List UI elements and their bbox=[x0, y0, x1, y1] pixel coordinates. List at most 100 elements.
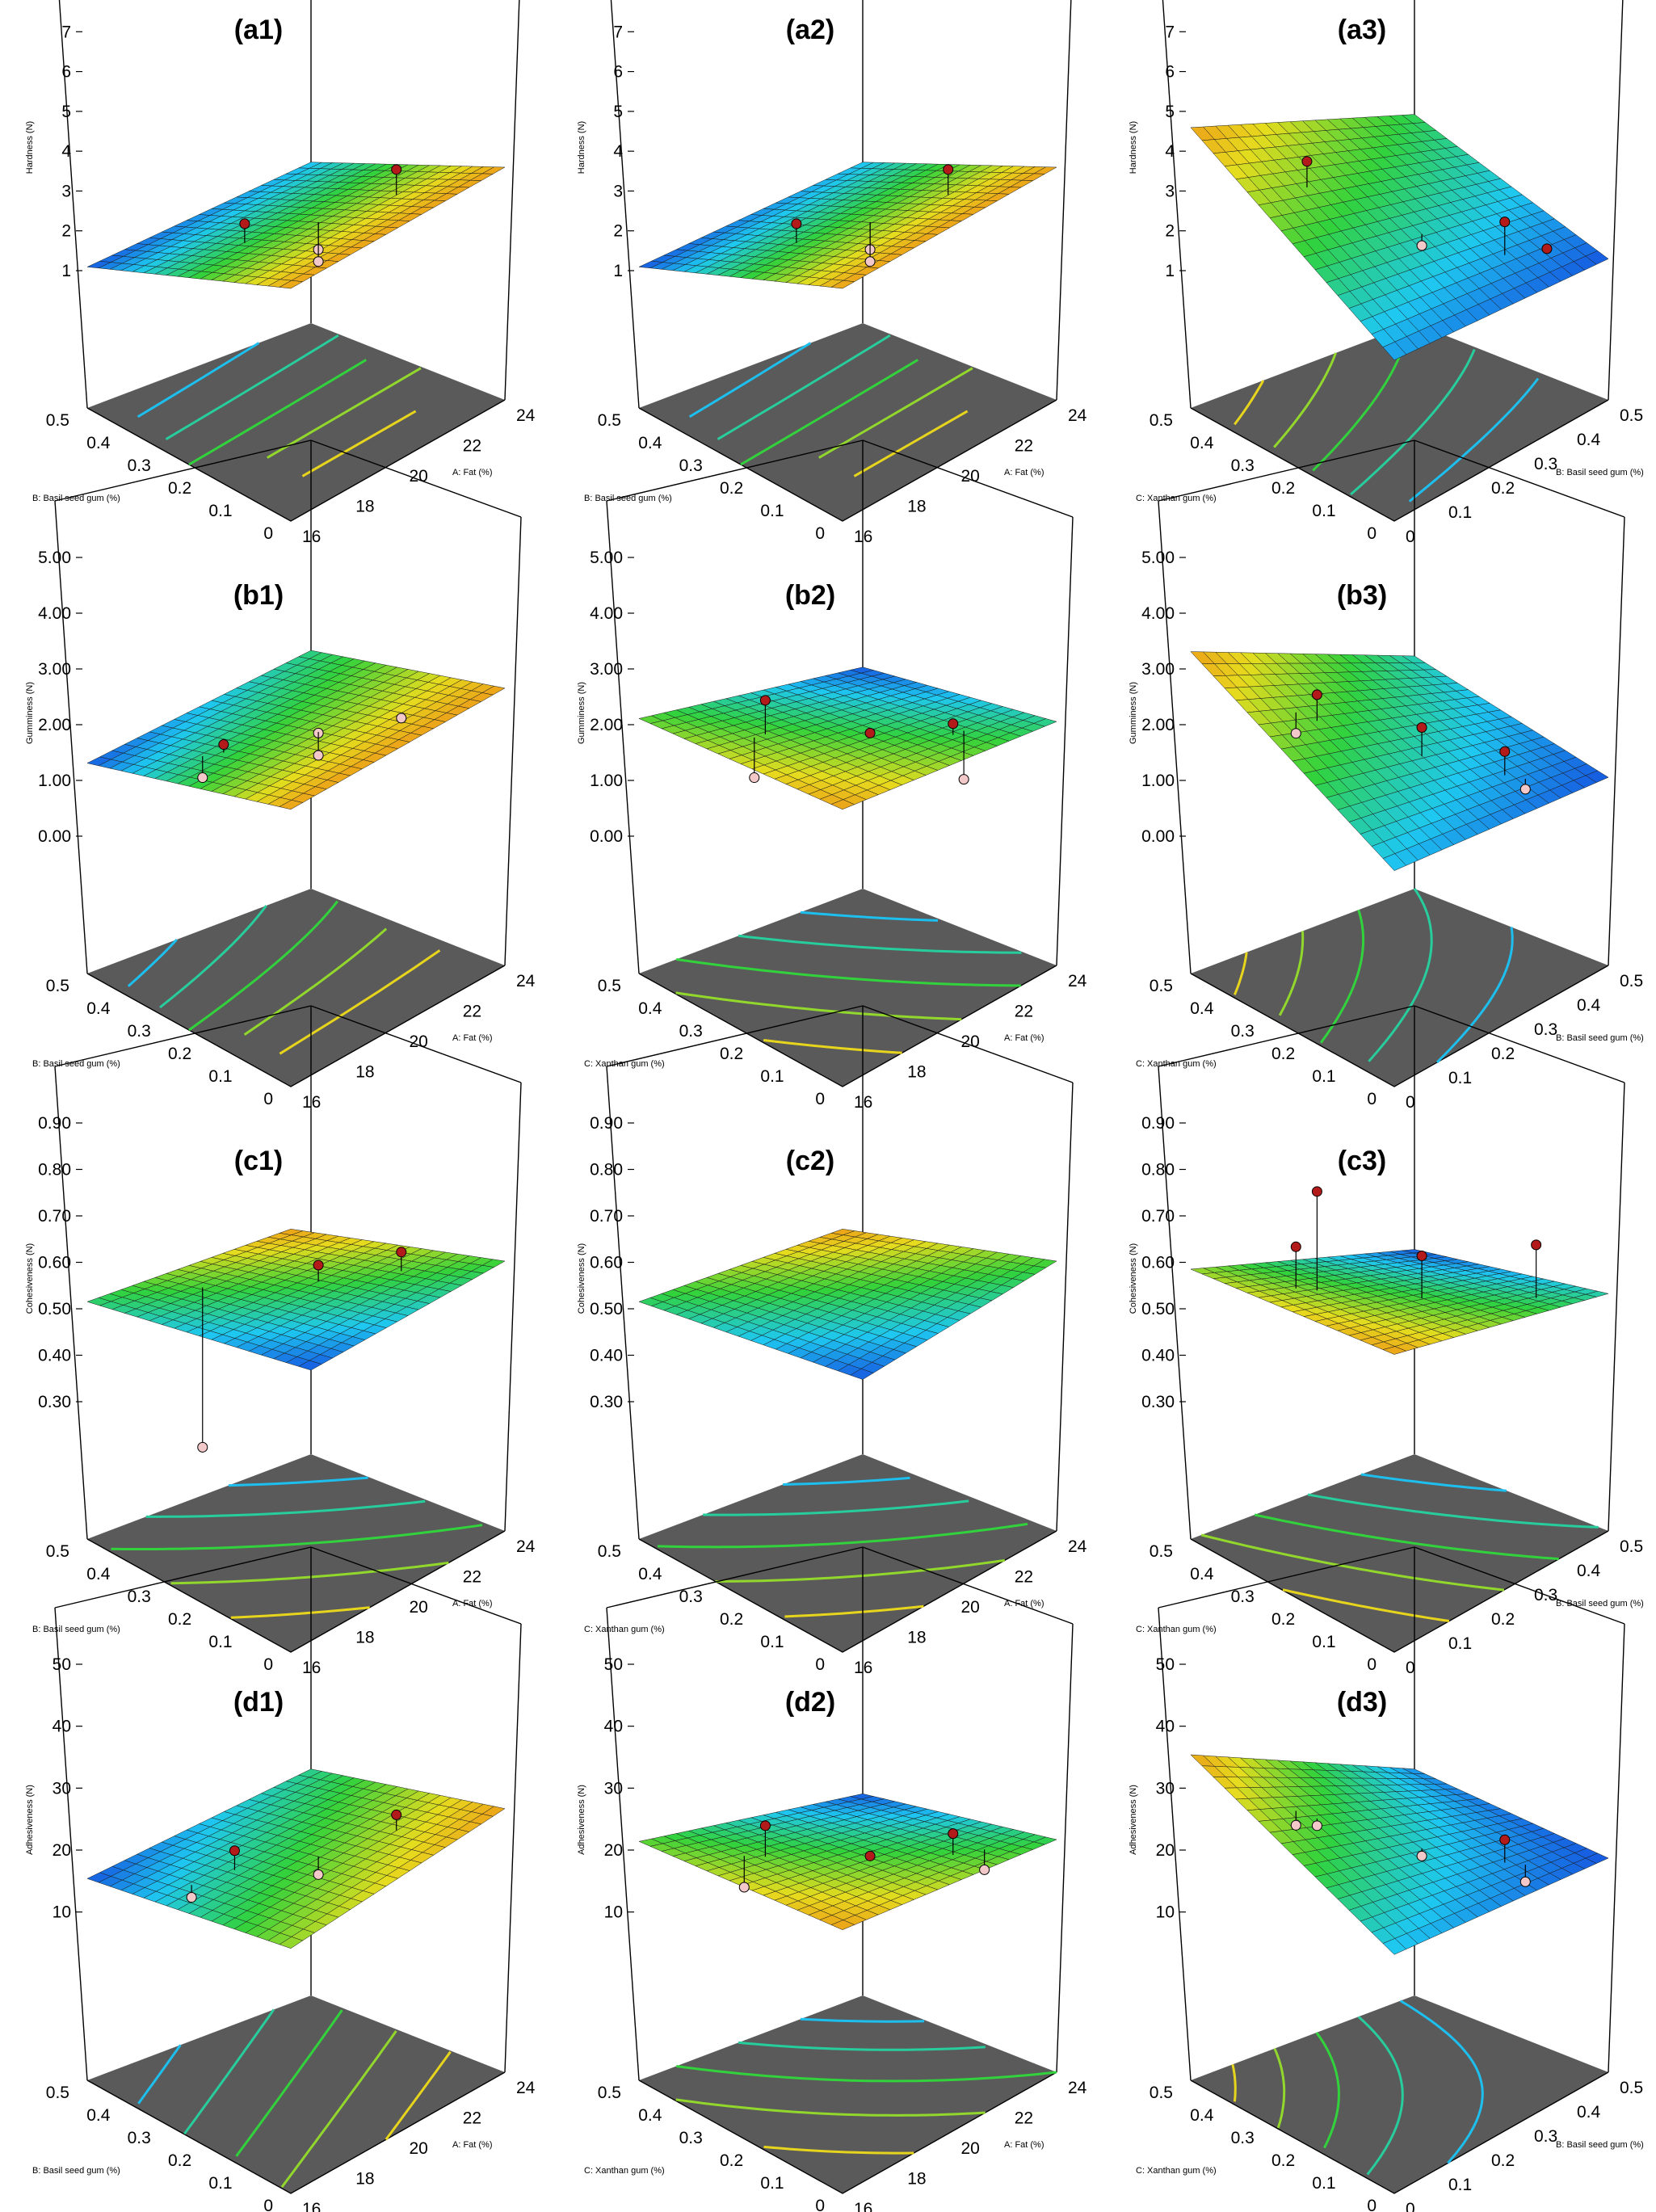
design-point bbox=[197, 772, 208, 784]
x-tick-label: 0.1 bbox=[1448, 1634, 1472, 1653]
y-axis-label: C: Xanthan gum (%) bbox=[584, 2166, 665, 2176]
z-tick-label: 8 bbox=[1165, 0, 1175, 2]
contour-floor bbox=[639, 889, 1057, 1087]
contour-line bbox=[1234, 952, 1248, 995]
axis-frame-top-left bbox=[54, 1005, 312, 1067]
y-tick-label: 0.2 bbox=[168, 1610, 191, 1629]
z-tick-label: 50 bbox=[1156, 1655, 1175, 1674]
axis-frame-right bbox=[1608, 1082, 1625, 1532]
y-tick-label: 0.3 bbox=[1231, 1588, 1255, 1606]
x-tick-label: 18 bbox=[355, 2170, 374, 2189]
x-tick-label: 18 bbox=[907, 498, 926, 516]
x-tick-label: 0.2 bbox=[1491, 2151, 1515, 2170]
contour-floor bbox=[1191, 1454, 1608, 1652]
z-tick-label: 2.00 bbox=[38, 716, 71, 734]
panel-title: (c1) bbox=[234, 1146, 283, 1176]
design-point bbox=[738, 1882, 750, 1893]
design-point bbox=[864, 1850, 876, 1861]
contour-line bbox=[763, 2145, 914, 2155]
z-tick-label: 0.30 bbox=[1141, 1393, 1175, 1411]
floor-edge bbox=[1190, 2071, 1609, 2194]
axis-frame-right bbox=[1056, 1082, 1074, 1532]
contour-floor bbox=[639, 323, 1057, 521]
x-axis-label: B: Basil seed gum (%) bbox=[1556, 2140, 1644, 2150]
contour-line bbox=[1231, 2063, 1237, 2102]
chart-b1: 0.00 1.00 2.00 3.00 4.00 5.00 Gumminess (N) 0.5… bbox=[25, 439, 536, 1112]
y-tick-label: 0.2 bbox=[720, 479, 743, 498]
floor-edge bbox=[1190, 1530, 1609, 1653]
x-tick-label: 18 bbox=[907, 1629, 926, 1647]
x-tick-label: 0.4 bbox=[1577, 431, 1601, 449]
y-tick-label: 0.2 bbox=[168, 1045, 191, 1063]
z-tick-label: 8 bbox=[613, 0, 623, 2]
axis-frame-left bbox=[1162, 0, 1192, 409]
surface-cell bbox=[279, 800, 304, 810]
x-tick-label: 0.3 bbox=[1534, 2127, 1557, 2146]
panel-title: (d1) bbox=[233, 1687, 284, 1718]
design-point bbox=[864, 256, 876, 267]
design-point bbox=[1499, 746, 1511, 757]
z-tick-label: 8 bbox=[61, 0, 71, 2]
y-tick-label: 0.3 bbox=[1231, 1022, 1255, 1041]
design-point bbox=[229, 1845, 240, 1857]
axis-frame-left bbox=[54, 1066, 88, 1540]
axis-frame-right bbox=[1608, 0, 1624, 401]
panel-title: (c2) bbox=[786, 1146, 834, 1176]
y-axis-label: C: Xanthan gum (%) bbox=[584, 1625, 665, 1634]
y-tick-label: 0.5 bbox=[46, 1542, 69, 1561]
z-tick-label: 7 bbox=[1165, 23, 1175, 41]
z-tick-label: 3 bbox=[1165, 182, 1175, 200]
panel-title: (b2) bbox=[785, 580, 835, 611]
contour-line bbox=[1357, 2016, 1404, 2176]
contour-line bbox=[703, 1499, 969, 1516]
z-axis-label: Adhesiveness (N) bbox=[1129, 1785, 1138, 1855]
y-tick-label: 0.1 bbox=[208, 1067, 232, 1086]
response-surface bbox=[638, 162, 1057, 289]
y-tick-label: 0 bbox=[815, 1655, 825, 1674]
z-tick-label: 5.00 bbox=[590, 549, 623, 567]
y-tick-label: 0.2 bbox=[168, 479, 191, 498]
x-tick-label: 16 bbox=[854, 2200, 872, 2212]
design-point bbox=[1290, 1819, 1301, 1831]
chart-a3: 1 2 3 4 5 6 7 8 Hardness (N) 0.5 0.4 0.3 0.2 0.1 0 C: X… bbox=[1129, 0, 1644, 546]
contour-floor bbox=[87, 323, 505, 521]
contour-line bbox=[1368, 888, 1433, 1062]
panel-title: (b3) bbox=[1337, 580, 1387, 611]
y-tick-label: 0.3 bbox=[128, 456, 151, 475]
z-tick-label: 0.70 bbox=[38, 1207, 71, 1226]
z-tick-label: 4 bbox=[1165, 142, 1175, 161]
z-tick-label: 0.80 bbox=[590, 1161, 623, 1180]
response-surface bbox=[1190, 651, 1609, 872]
design-point bbox=[218, 739, 229, 751]
x-tick-label: 24 bbox=[1068, 972, 1087, 990]
y-tick-label: 0 bbox=[815, 2197, 825, 2212]
x-tick-label: 0.1 bbox=[1448, 503, 1472, 522]
x-tick-label: 16 bbox=[302, 2200, 321, 2212]
response-surface bbox=[1190, 1754, 1609, 1955]
x-tick-label: 0 bbox=[1406, 1659, 1415, 1677]
y-tick-label: 0 bbox=[1367, 1090, 1376, 1108]
chart-c2: 0.300.400.500.600.700.800.90Cohesiveness… bbox=[577, 1005, 1087, 1677]
contour-floor bbox=[87, 889, 505, 1087]
contour-line bbox=[675, 2065, 1057, 2083]
axis-frame-top-left bbox=[606, 1005, 864, 1067]
y-tick-label: 0.5 bbox=[46, 977, 69, 995]
x-tick-label: 24 bbox=[516, 406, 536, 425]
z-tick-label: 5.00 bbox=[38, 549, 71, 567]
design-point bbox=[948, 718, 959, 730]
contour-line bbox=[301, 410, 417, 477]
z-tick-label: 1.00 bbox=[38, 772, 71, 790]
floor-edge bbox=[86, 2071, 506, 2194]
x-tick-label: 20 bbox=[961, 2139, 980, 2158]
x-axis-label: B: Basil seed gum (%) bbox=[1556, 1599, 1644, 1609]
x-tick-label: 22 bbox=[1015, 437, 1033, 456]
contour-line bbox=[385, 2050, 452, 2141]
floor-edge bbox=[1190, 399, 1609, 522]
contour-line bbox=[1273, 352, 1337, 448]
z-axis-label: Gumminess (N) bbox=[577, 682, 586, 744]
response-surface bbox=[1190, 114, 1609, 361]
x-tick-label: 20 bbox=[410, 1598, 428, 1617]
contour-line bbox=[137, 2044, 182, 2105]
y-axis-label: B: Basil seed gum (%) bbox=[32, 494, 120, 503]
design-point bbox=[313, 750, 324, 761]
